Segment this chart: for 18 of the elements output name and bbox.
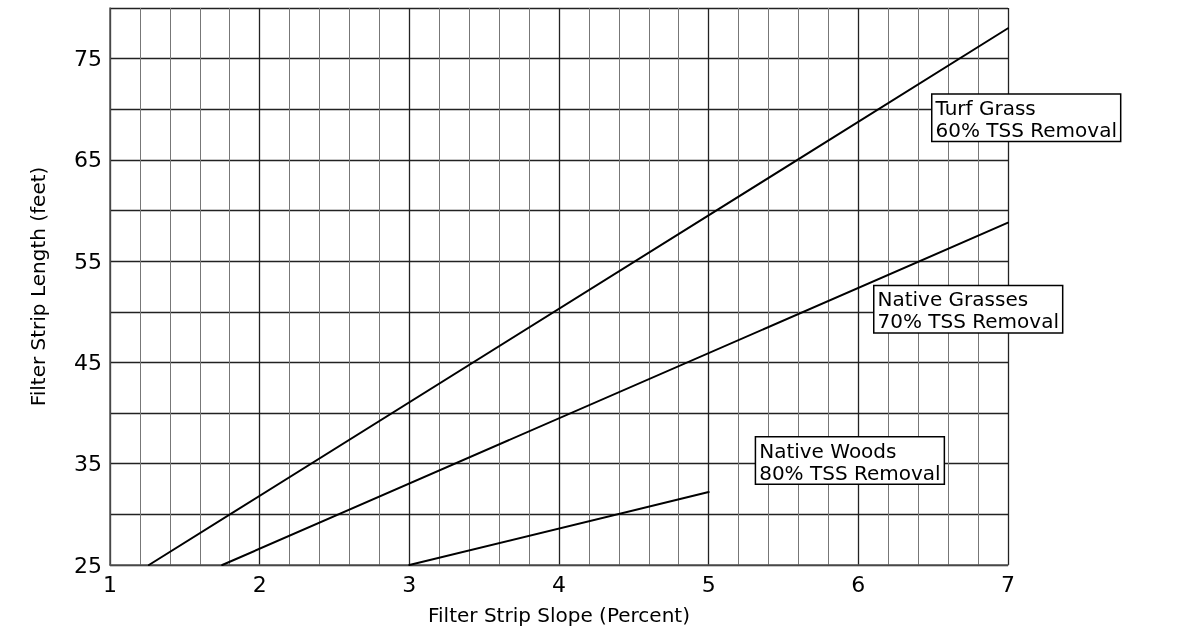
y-axis-title: Filter Strip Length (feet) — [26, 166, 50, 407]
x-tick-label: 6 — [851, 571, 866, 597]
x-tick-label: 7 — [1001, 571, 1015, 597]
x-tick-label: 4 — [552, 571, 566, 597]
y-tick-label: 65 — [74, 147, 102, 173]
y-tick-label: 45 — [74, 349, 102, 375]
y-tick-label: 25 — [74, 552, 102, 578]
y-tick-label: 75 — [74, 46, 102, 72]
y-tick-label: 55 — [74, 248, 102, 274]
series-label: Native Grasses 70% TSS Removal — [877, 287, 1059, 334]
y-tick-label: 35 — [74, 451, 102, 477]
x-tick-label: 2 — [252, 571, 267, 597]
text: Native Woods 80% TSS Removal — [759, 438, 941, 485]
x-axis-title: Filter Strip Slope (Percent) — [428, 603, 690, 627]
x-tick-label: 3 — [402, 571, 417, 597]
x-tick-label: 5 — [701, 571, 716, 597]
x-tick-label: 1 — [103, 571, 117, 597]
series-label: Turf Grass 60% TSS Removal — [934, 95, 1117, 142]
